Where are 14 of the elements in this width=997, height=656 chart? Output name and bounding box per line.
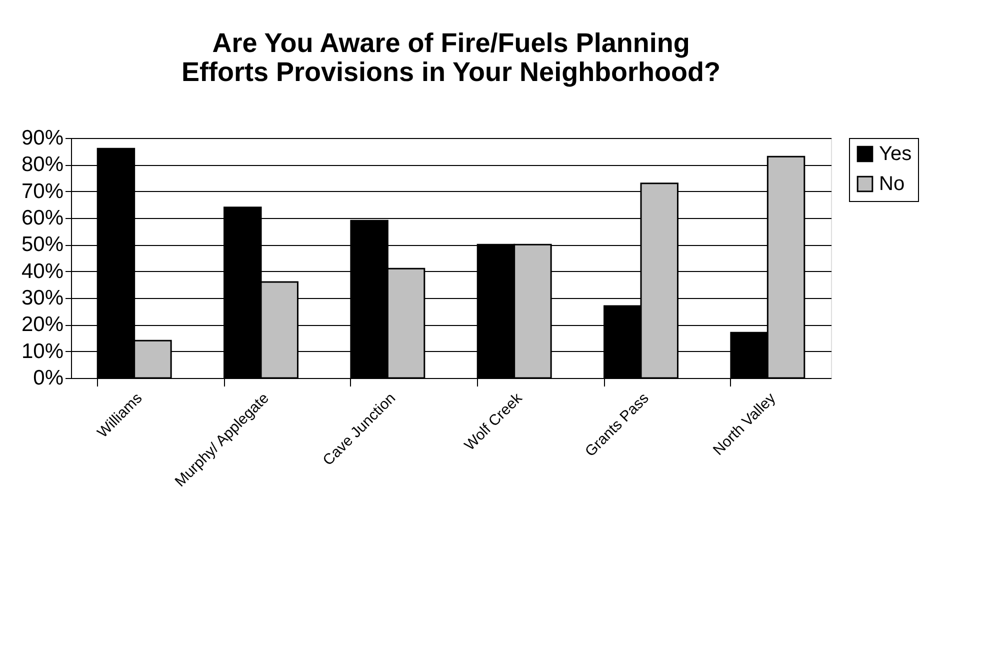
y-tick-label: 70%	[21, 180, 64, 203]
legend-label: No	[879, 173, 905, 195]
text: Efforts Provisions in Your Neighborhood?	[181, 57, 721, 87]
y-tick-label: 20%	[21, 313, 64, 336]
y-tick-label: 0%	[33, 366, 64, 390]
y-tick-label: 60%	[21, 206, 64, 230]
y-tick-label: 50%	[21, 233, 64, 256]
y-tick-label: 30%	[21, 286, 64, 310]
y-tick-label: 40%	[21, 260, 64, 283]
y-tick-label: 90%	[21, 126, 64, 150]
y-tick-label: 10%	[21, 340, 64, 363]
legend-label: Yes	[879, 143, 912, 165]
text: Are You Aware of Fire/Fuels Planning	[212, 28, 690, 58]
y-tick-label: 80%	[21, 153, 64, 176]
